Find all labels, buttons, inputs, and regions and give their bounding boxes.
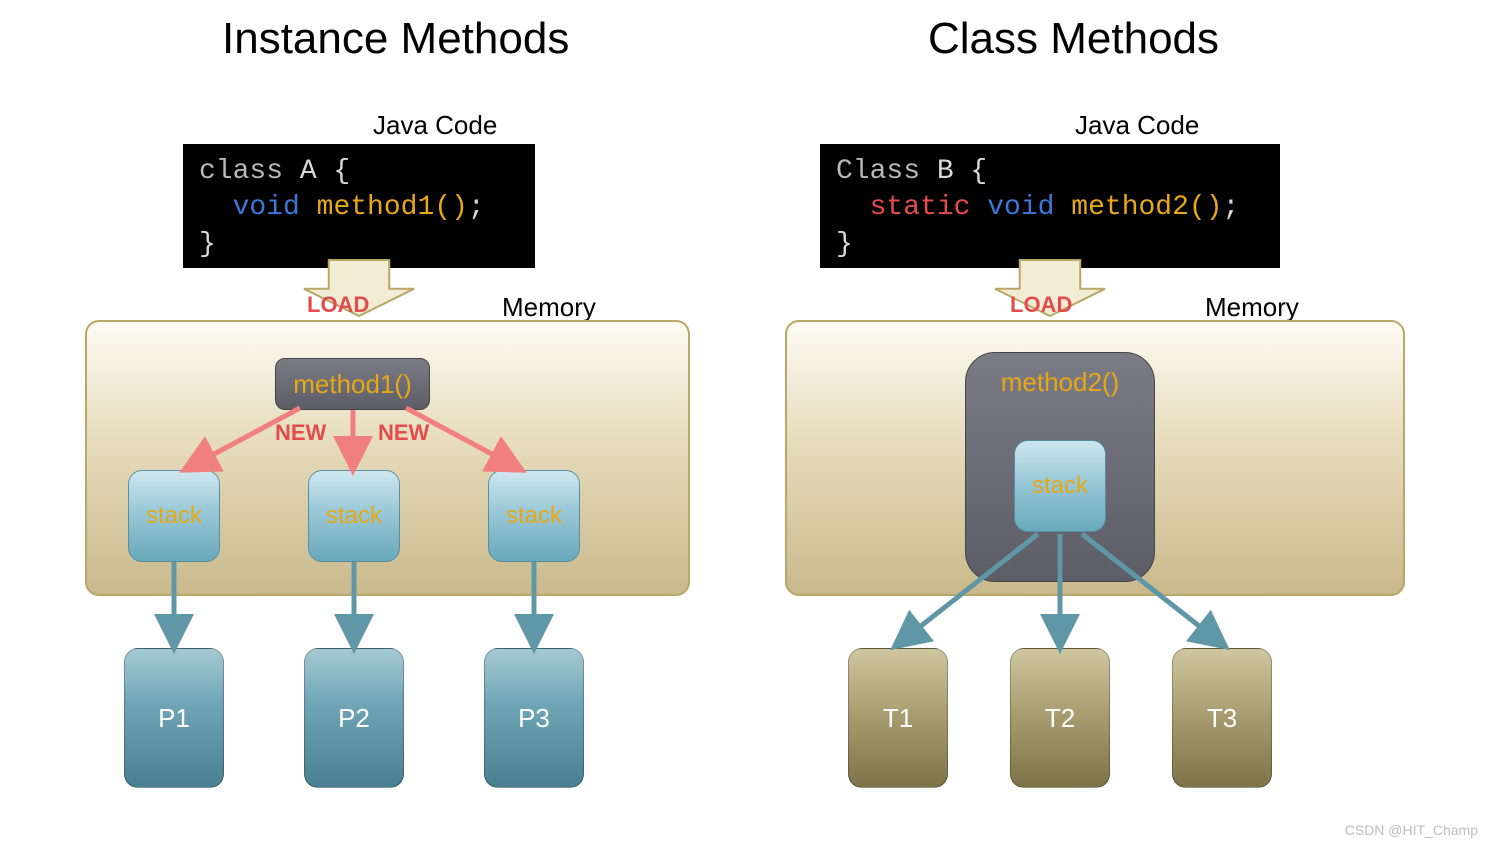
left-load-label: LOAD (307, 292, 369, 318)
left-code-box: class A { void method1();} (183, 144, 535, 268)
right-proc-1: T2 (1010, 648, 1110, 788)
left-title: Instance Methods (222, 14, 569, 64)
left-stack-0: stack (128, 470, 220, 562)
right-method-label: method2() (1001, 367, 1120, 398)
right-stack: stack (1014, 440, 1106, 532)
left-proc-2: P3 (484, 648, 584, 788)
right-memory-label: Memory (1205, 292, 1299, 323)
watermark: CSDN @HIT_Champ (1345, 822, 1478, 838)
right-title: Class Methods (928, 14, 1219, 64)
left-stack-2: stack (488, 470, 580, 562)
right-load-label: LOAD (1010, 292, 1072, 318)
left-java-label: Java Code (373, 110, 497, 141)
left-memory-label: Memory (502, 292, 596, 323)
left-proc-0: P1 (124, 648, 224, 788)
left-proc-1: P2 (304, 648, 404, 788)
left-method-node: method1() (275, 358, 430, 410)
right-proc-2: T3 (1172, 648, 1272, 788)
right-proc-0: T1 (848, 648, 948, 788)
left-new-label-2: NEW (378, 420, 429, 446)
right-java-label: Java Code (1075, 110, 1199, 141)
left-stack-1: stack (308, 470, 400, 562)
right-code-box: Class B { static void method2();} (820, 144, 1280, 268)
left-new-label-1: NEW (275, 420, 326, 446)
